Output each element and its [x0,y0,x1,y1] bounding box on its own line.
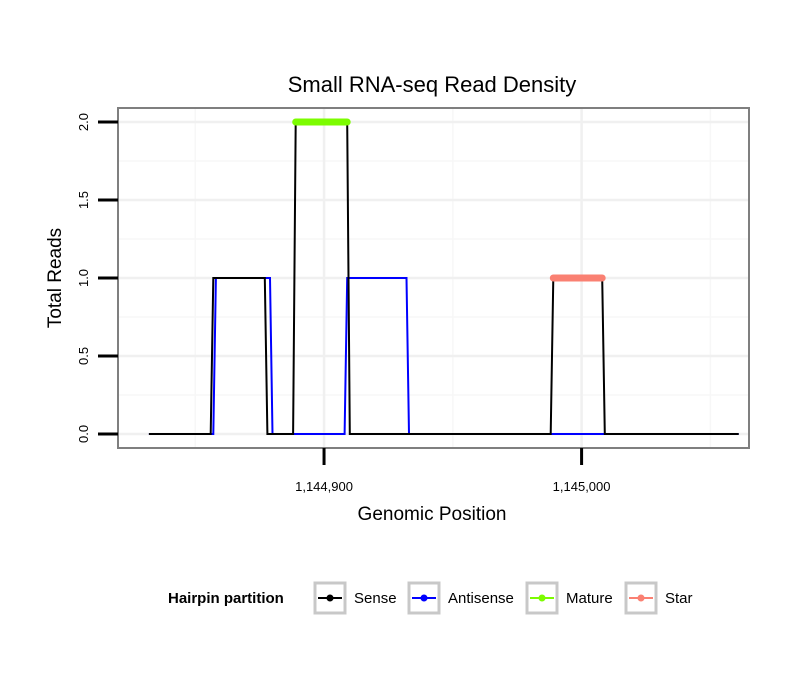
legend-label: Antisense [448,590,514,607]
series-antisense-line [148,277,739,435]
y-axis: 0.0 0.5 1.0 1.5 2.0 [76,113,118,443]
y-tick-label: 0.5 [76,347,91,365]
legend-key-point [326,594,334,602]
legend-key-point [538,594,546,602]
y-tick-label: 1.5 [76,191,91,209]
legend-item-star: Star [624,581,693,615]
x-axis: 1,144,900 1,145,000 [295,448,611,494]
legend-item-sense: Sense [313,581,397,615]
plot-panel [117,107,750,449]
legend-label: Sense [354,590,397,607]
legend-title: Hairpin partition [168,590,284,607]
series-layer [148,118,739,435]
y-tick-label: 0.0 [76,425,91,443]
legend-items: Sense Antisense Mature Star [313,581,693,615]
y-tick-label: 2.0 [76,113,91,131]
legend-item-mature: Mature [525,581,613,615]
legend-item-antisense: Antisense [407,581,514,615]
legend-label: Mature [566,590,613,607]
y-axis-title: Total Reads [45,228,66,328]
legend-key [525,581,559,615]
y-tick-label: 1.0 [76,269,91,287]
legend-key-point [420,594,428,602]
x-tick-label: 1,145,000 [553,479,611,494]
legend-key-point [637,594,645,602]
legend: Hairpin partition Sense Antisense Mature St… [168,581,693,615]
x-tick-label: 1,144,900 [295,479,353,494]
chart-title: Small RNA-seq Read Density [288,72,577,97]
x-axis-title: Genomic Position [358,504,507,525]
legend-label: Star [665,590,693,607]
